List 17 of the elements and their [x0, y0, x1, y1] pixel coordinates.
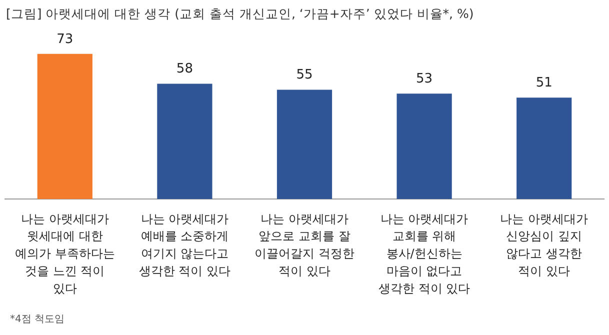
- x-tick-label: 나는 아랫세대가 윗세대에 대한 예의가 부족하다는 것을 느낀 적이 있다: [14, 212, 115, 296]
- bar: [157, 84, 212, 199]
- bar: [37, 54, 92, 199]
- data-label: 73: [56, 32, 74, 47]
- data-label: 55: [296, 68, 313, 83]
- data-label: 51: [536, 76, 552, 91]
- text: *4점 척도임: [10, 313, 65, 326]
- bar: [516, 98, 572, 199]
- x-tick-label: 나는 아랫세대가 신앙심이 깊지 않다고 생각한 적이 있다: [500, 212, 588, 278]
- x-tick-label: 나는 아랫세대가 교회를 위해 봉사/헌신하는 마음이 없다고 생각한 적이 있다: [378, 212, 470, 296]
- data-label: 53: [416, 72, 433, 87]
- x-tick-label: 나는 아랫세대가 예배를 소중하게 여기지 않는다고 생각한 적이 있다: [138, 212, 231, 278]
- x-tick-label: 나는 아랫세대가 앞으로 교회를 잘 이끌어갈지 걱정한 적이 있다: [254, 212, 354, 278]
- bar: [396, 94, 452, 199]
- bar: [276, 90, 332, 199]
- chart-title: [그림] 아랫세대에 대한 생각 (교회 출석 개신교인, ‘가끔+자주’ 있었다 비율*, %): [6, 6, 474, 23]
- data-label: 58: [176, 62, 193, 77]
